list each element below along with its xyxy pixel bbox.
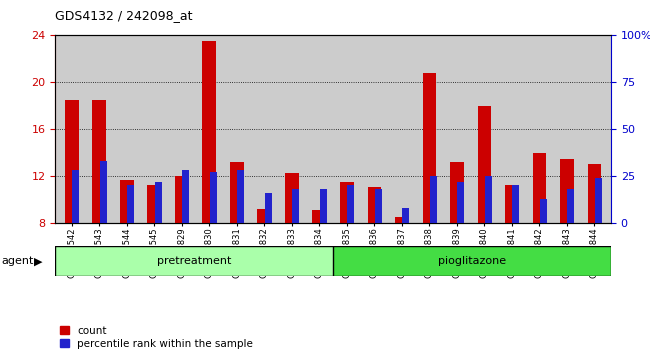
Text: pioglitazone: pioglitazone [438,256,506,266]
Bar [540,199,547,223]
Bar [340,182,354,223]
Bar [588,164,601,223]
Bar [155,182,162,223]
Bar [72,171,79,223]
Bar [65,100,79,223]
Bar [320,189,327,223]
Bar [285,173,299,223]
Bar [422,73,436,223]
Bar [127,185,134,223]
Bar [92,100,106,223]
Bar [202,41,216,223]
Text: pretreatment: pretreatment [157,256,231,266]
Bar [478,106,491,223]
Bar [485,176,492,223]
Bar [257,209,271,223]
Bar [265,193,272,223]
Bar [395,217,409,223]
Bar [175,176,188,223]
Text: agent: agent [1,256,34,266]
Text: GDS4132 / 242098_at: GDS4132 / 242098_at [55,9,193,22]
Text: ▶: ▶ [34,256,42,266]
Bar [532,153,547,223]
Bar [375,189,382,223]
Bar [333,246,611,276]
Bar [313,210,326,223]
Bar [347,185,354,223]
Bar [367,187,382,223]
Bar [595,178,602,223]
Bar [55,246,333,276]
Bar [230,162,244,223]
Bar [450,162,464,223]
Bar [120,179,134,223]
Bar [148,185,161,223]
Bar [237,171,244,223]
Bar [210,172,216,223]
Bar [182,171,189,223]
Bar [512,185,519,223]
Bar [458,182,464,223]
Bar [402,208,410,223]
Bar [567,189,574,223]
Bar [560,159,574,223]
Bar [430,176,437,223]
Bar [99,161,107,223]
Bar [505,185,519,223]
Legend: count, percentile rank within the sample: count, percentile rank within the sample [60,326,253,349]
Bar [292,189,299,223]
